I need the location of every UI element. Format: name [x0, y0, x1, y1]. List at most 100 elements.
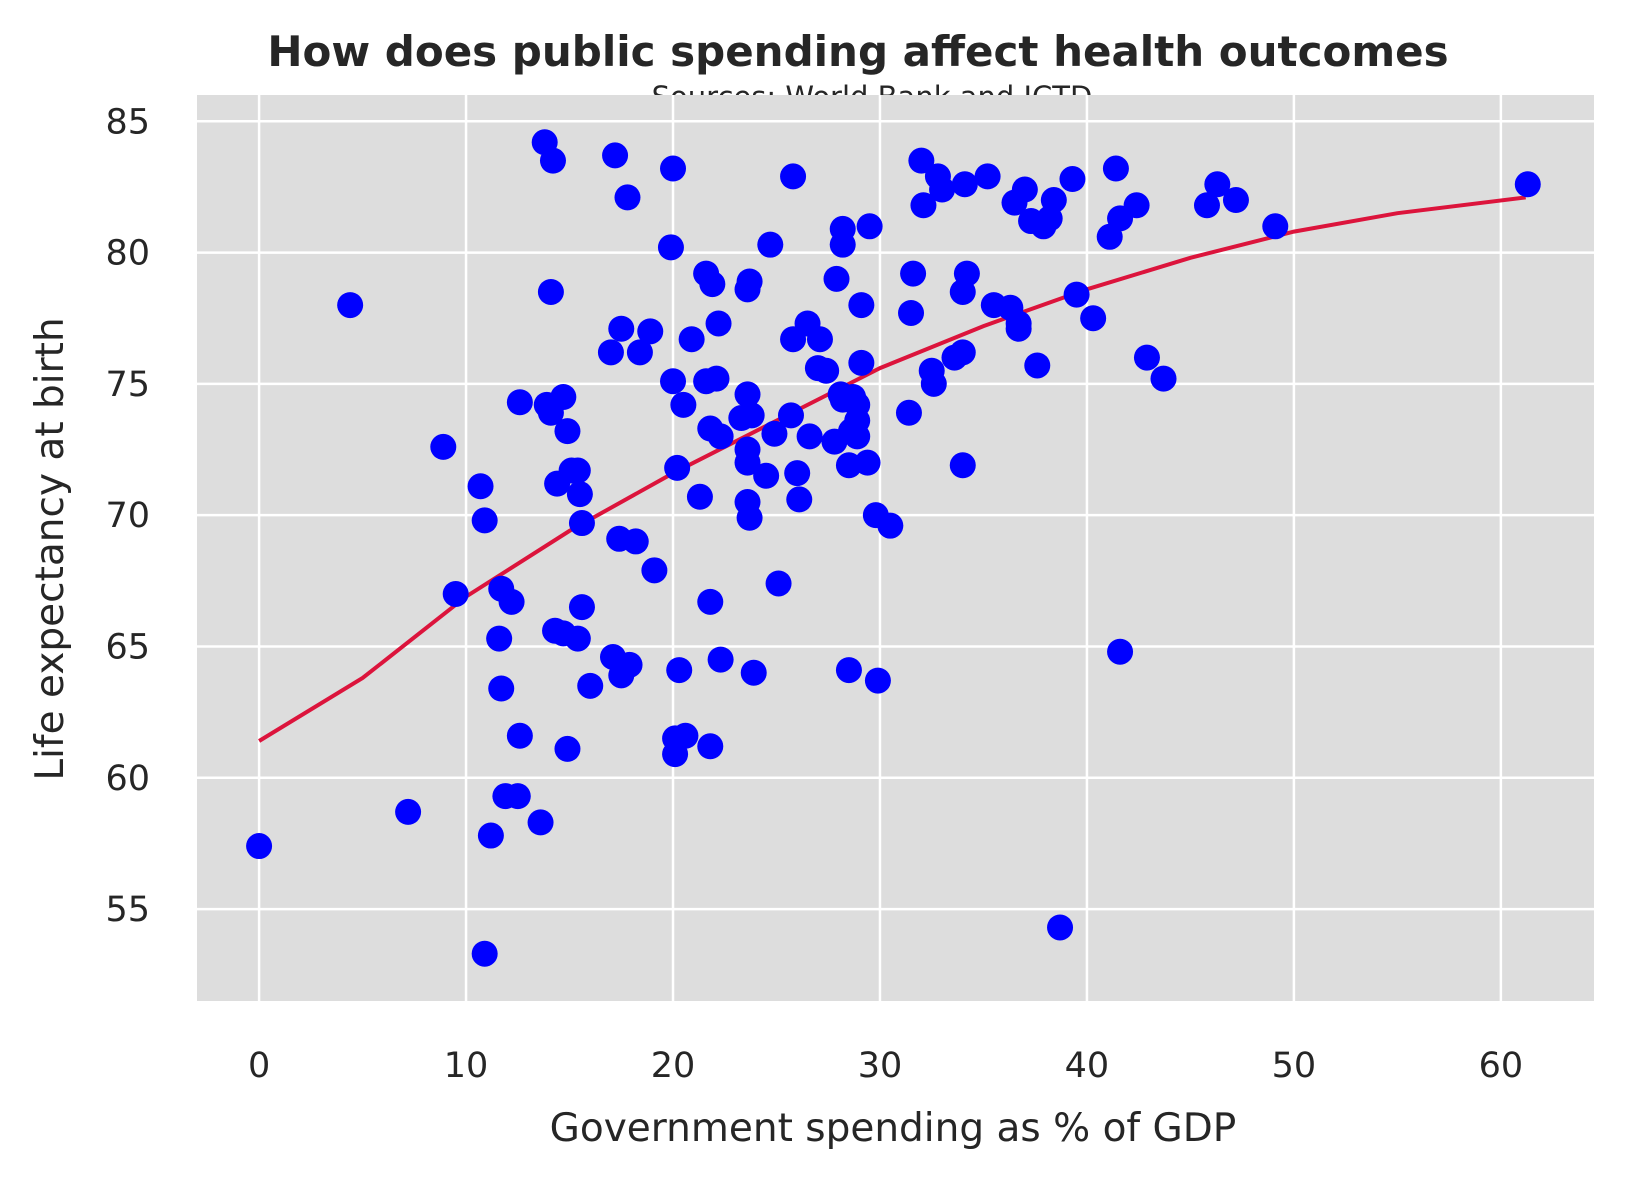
data-point	[506, 722, 533, 749]
y-tick-label: 80	[105, 234, 150, 274]
data-point	[806, 326, 833, 353]
data-point	[699, 271, 726, 298]
data-point	[1222, 187, 1249, 214]
x-axis-label: Government spending as % of GDP	[550, 1106, 1237, 1151]
data-point	[829, 231, 856, 258]
data-point	[395, 798, 422, 825]
data-point	[506, 389, 533, 416]
data-point	[920, 370, 947, 397]
data-point	[504, 783, 531, 810]
data-point	[898, 299, 925, 326]
data-point	[1024, 352, 1051, 379]
data-point	[614, 184, 641, 211]
data-point	[895, 399, 922, 426]
data-point	[900, 260, 927, 287]
y-axis-label: Life expectancy at birth	[28, 317, 73, 780]
data-point	[568, 594, 595, 621]
data-point	[974, 163, 1001, 190]
data-point	[707, 423, 734, 450]
data-point	[471, 940, 498, 967]
data-point	[864, 667, 891, 694]
data-point	[813, 357, 840, 384]
plot-area	[197, 95, 1594, 1001]
data-point	[761, 420, 788, 447]
x-tick-label: 10	[444, 1046, 489, 1086]
data-point	[622, 528, 649, 555]
data-point	[657, 234, 684, 261]
data-point	[486, 625, 513, 652]
data-point	[246, 833, 273, 860]
data-point	[537, 278, 564, 305]
chart-title: How does public spending affect health o…	[267, 27, 1448, 76]
data-point	[740, 659, 767, 686]
data-point	[686, 483, 713, 510]
data-point	[777, 402, 804, 429]
data-point	[672, 722, 699, 749]
data-point	[786, 486, 813, 513]
data-point	[568, 510, 595, 537]
data-point	[1133, 344, 1160, 371]
data-point	[337, 292, 364, 319]
data-point	[707, 646, 734, 673]
x-tick-label: 40	[1065, 1046, 1110, 1086]
data-point	[564, 457, 591, 484]
x-tick-label: 60	[1479, 1046, 1524, 1086]
data-point	[784, 460, 811, 487]
y-tick-label: 85	[105, 102, 150, 142]
data-point	[564, 625, 591, 652]
data-point	[566, 481, 593, 508]
data-point	[616, 651, 643, 678]
data-point	[660, 155, 687, 182]
data-point	[1059, 166, 1086, 193]
data-point	[602, 142, 629, 169]
data-point	[844, 423, 871, 450]
data-point	[910, 192, 937, 219]
data-point	[664, 454, 691, 481]
data-point	[577, 672, 604, 699]
data-point	[738, 402, 765, 429]
x-tick-label: 30	[858, 1046, 903, 1086]
data-point	[488, 675, 515, 702]
data-point	[736, 268, 763, 295]
data-point	[703, 365, 730, 392]
tick-labels: 0 10 20 30 40 50 60 55 60 65 70 75 80 85	[105, 102, 1523, 1086]
data-point	[678, 326, 705, 353]
data-point	[697, 733, 724, 760]
data-point	[705, 310, 732, 337]
data-point	[1123, 192, 1150, 219]
data-point	[1040, 187, 1067, 214]
data-point	[757, 231, 784, 258]
data-point	[877, 512, 904, 539]
data-point	[660, 368, 687, 395]
data-point	[554, 735, 581, 762]
data-point	[951, 171, 978, 198]
data-point	[1005, 315, 1032, 342]
data-point	[1150, 365, 1177, 392]
data-point	[1204, 171, 1231, 198]
data-point	[498, 588, 525, 615]
data-point	[1193, 192, 1220, 219]
data-point	[854, 449, 881, 476]
y-tick-label: 65	[105, 627, 150, 667]
data-point	[626, 339, 653, 366]
data-point	[1047, 914, 1074, 941]
data-points	[246, 129, 1541, 967]
data-point	[1262, 213, 1289, 240]
data-point	[430, 433, 457, 460]
data-point	[539, 147, 566, 174]
data-point	[641, 557, 668, 584]
data-point	[597, 339, 624, 366]
data-point	[608, 315, 635, 342]
data-point	[1107, 638, 1134, 665]
data-point	[471, 507, 498, 534]
data-point	[949, 339, 976, 366]
data-point	[550, 384, 577, 410]
y-tick-label: 60	[105, 759, 150, 799]
data-point	[848, 292, 875, 319]
data-point	[1102, 155, 1129, 182]
y-tick-label: 75	[105, 365, 150, 405]
data-point	[949, 452, 976, 479]
data-point	[848, 349, 875, 376]
x-tick-label: 50	[1272, 1046, 1317, 1086]
